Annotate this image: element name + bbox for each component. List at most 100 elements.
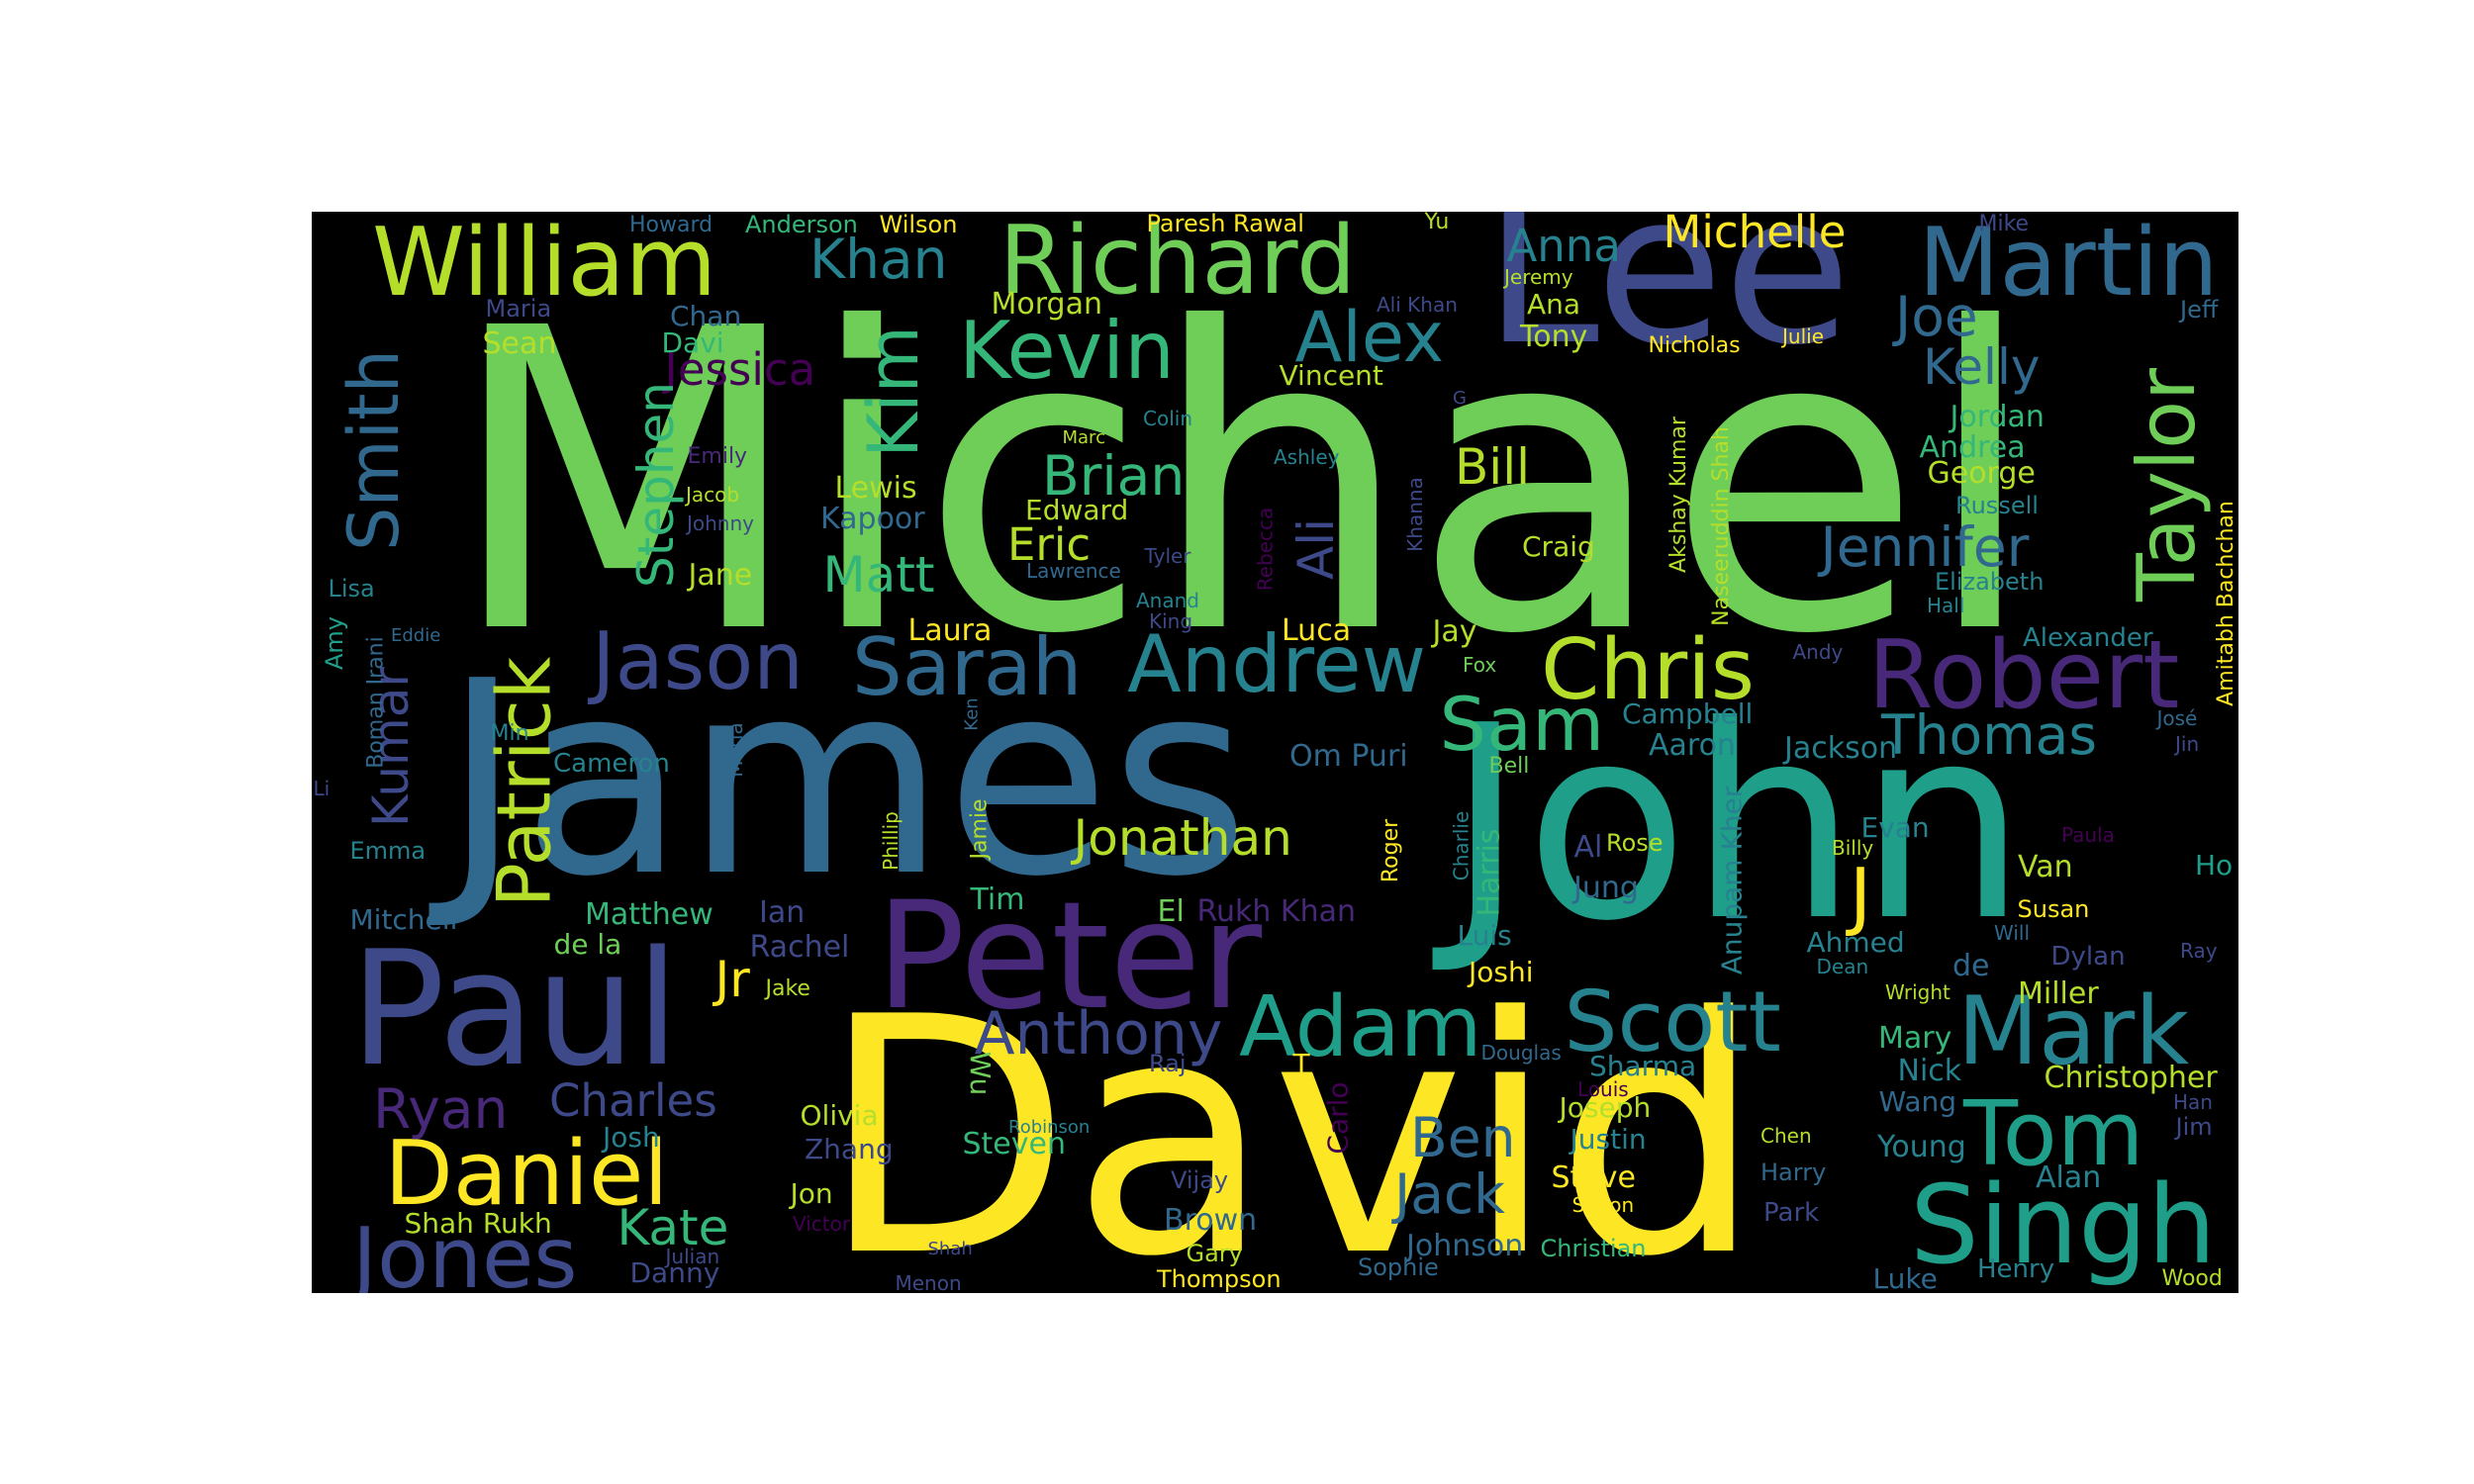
word-jon: Jon: [790, 1177, 833, 1210]
word-brian: Brian: [1042, 443, 1186, 508]
word-eric: Eric: [1007, 517, 1092, 571]
word-colin: Colin: [1143, 407, 1192, 430]
word-phillip: Phillip: [878, 811, 903, 871]
word-khanna: Khanna: [1402, 477, 1427, 552]
word-mike: Mike: [1978, 212, 2030, 236]
word-mar-a: María: [722, 722, 747, 778]
word-luke: Luke: [1872, 1262, 1938, 1293]
word-sharma: Sharma: [1589, 1050, 1697, 1082]
word-martin: Martin: [1918, 212, 2219, 318]
word-alex: Alex: [1294, 297, 1445, 378]
word-jack: Jack: [1394, 1161, 1506, 1226]
word-brown: Brown: [1164, 1203, 1258, 1238]
word-olivia: Olivia: [800, 1099, 879, 1132]
word-anthony: Anthony: [974, 999, 1223, 1068]
word-emily: Emily: [687, 444, 748, 469]
word-paul: Paul: [349, 916, 680, 1101]
word-jones: Jones: [352, 1209, 578, 1294]
word-richard: Richard: [999, 212, 1357, 316]
word-joe: Joe: [1895, 284, 1978, 348]
word-lewis: Lewis: [834, 471, 917, 506]
word-kelly: Kelly: [1923, 338, 2041, 396]
word-anna: Anna: [1506, 219, 1621, 272]
word-wilson: Wilson: [879, 212, 958, 238]
word-rebecca: Rebecca: [1252, 507, 1277, 592]
word-ana: Ana: [1527, 288, 1581, 321]
word-rachel: Rachel: [749, 930, 850, 965]
word-ian: Ian: [759, 895, 806, 930]
word-douglas: Douglas: [1480, 1041, 1562, 1065]
word-king: King: [1149, 609, 1193, 633]
word-young: Young: [1877, 1130, 1966, 1164]
word-kapoor: Kapoor: [820, 502, 925, 536]
word-harry: Harry: [1760, 1159, 1827, 1186]
word-charlie: Charlie: [1448, 810, 1473, 881]
word-menon: Menon: [895, 1271, 962, 1293]
word-jessica: Jessica: [664, 342, 816, 396]
word-tim: Tim: [970, 882, 1025, 917]
word-josh: Josh: [603, 1121, 660, 1154]
word-shah: Shah: [927, 1239, 973, 1259]
word-rukh-khan: Rukh Khan: [1196, 894, 1357, 929]
word-chris: Chris: [1541, 620, 1756, 719]
word-alan: Alan: [2036, 1160, 2102, 1195]
word-steve: Steve: [1551, 1160, 1636, 1195]
word-harris: Harris: [1472, 828, 1507, 917]
word-billy: Billy: [1832, 836, 1874, 860]
word-justin: Justin: [1570, 1123, 1647, 1156]
word-boman-irani: Boman Irani: [363, 636, 389, 769]
word-laura: Laura: [907, 613, 993, 648]
word-chen: Chen: [1760, 1124, 1812, 1148]
word-cameron: Cameron: [553, 749, 670, 779]
word-peter: Peter: [876, 871, 1263, 1043]
word-t: T: [1292, 1048, 1310, 1080]
word-fox: Fox: [1463, 653, 1497, 677]
word-sarah: Sarah: [852, 621, 1083, 713]
word-ben: Ben: [1410, 1105, 1516, 1169]
word-carlo: Carlo: [1321, 1081, 1355, 1155]
word-sam: Sam: [1439, 680, 1605, 768]
word-taylor: Taylor: [2121, 367, 2214, 603]
word-han: Han: [2173, 1090, 2213, 1114]
word-shah-rukh: Shah Rukh: [404, 1207, 552, 1240]
word-jeff: Jeff: [2180, 296, 2219, 324]
word-eddie: Eddie: [391, 625, 441, 646]
word-ho: Ho: [2195, 849, 2234, 881]
word-scott: Scott: [1564, 973, 1781, 1071]
word-de-la: de la: [553, 928, 622, 961]
word-james: James: [442, 623, 1250, 935]
word-nick: Nick: [1897, 1054, 1962, 1088]
word-ahmed: Ahmed: [1806, 926, 1905, 959]
word-stephen: Stephen: [626, 382, 685, 588]
word-ashley: Ashley: [1274, 445, 1340, 469]
word-george: George: [1927, 456, 2036, 491]
word-vincent: Vincent: [1279, 359, 1383, 392]
word-thompson: Thompson: [1157, 1265, 1282, 1293]
word-marc: Marc: [1062, 427, 1105, 448]
word-anand: Anand: [1136, 589, 1199, 612]
word-jason: Jason: [592, 615, 804, 707]
word-john: John: [1446, 668, 2028, 979]
word-wang: Wang: [1878, 1085, 1957, 1118]
word-naseeruddin-shah: Naseeruddin Shah: [1708, 426, 1734, 626]
word-jung: Jung: [1573, 871, 1639, 905]
word-howard: Howard: [629, 213, 714, 237]
word-amitabh-bachchan: Amitabh Bachchan: [2213, 501, 2238, 706]
word-david: David: [819, 948, 1763, 1293]
word-jane: Jane: [688, 558, 753, 593]
word-anderson: Anderson: [745, 212, 858, 238]
word-jacob: Jacob: [686, 483, 740, 507]
word-julie: Julie: [1782, 325, 1824, 348]
word-christopher: Christopher: [2044, 1061, 2218, 1095]
word-julian: Julian: [665, 1245, 720, 1268]
word-patrick: Patrick: [480, 656, 568, 907]
word-anupam-kher: Anupam Kher: [1714, 786, 1748, 975]
word-jay: Jay: [1432, 614, 1477, 649]
word-yu: Yu: [1424, 212, 1450, 234]
word-jos-: José: [2156, 706, 2198, 730]
word-simon: Simon: [1571, 1193, 1635, 1217]
word-zhang: Zhang: [805, 1133, 894, 1165]
word-min: Min: [490, 721, 529, 746]
word-al: Al: [1573, 830, 1603, 865]
word-daniel: Daniel: [384, 1122, 669, 1226]
